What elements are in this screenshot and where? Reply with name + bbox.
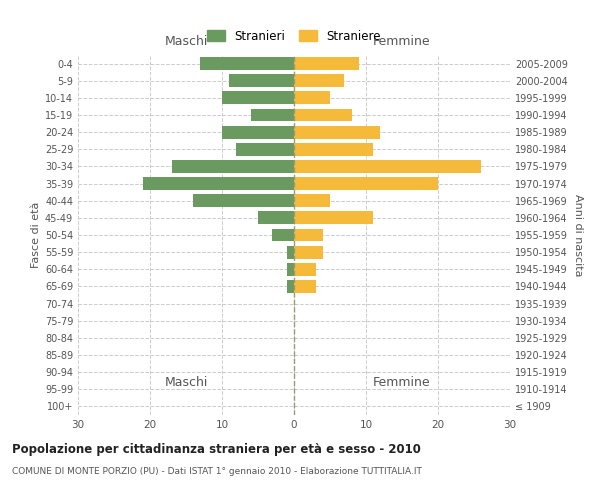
Bar — [287, 246, 294, 258]
Bar — [251, 108, 294, 122]
Bar — [287, 263, 294, 276]
Bar — [222, 92, 294, 104]
Bar — [193, 194, 294, 207]
Bar — [272, 228, 294, 241]
Bar — [294, 108, 352, 122]
Text: Maschi: Maschi — [164, 376, 208, 389]
Bar — [294, 246, 323, 258]
Bar — [294, 177, 438, 190]
Bar — [287, 280, 294, 293]
Bar — [294, 143, 373, 156]
Y-axis label: Fasce di età: Fasce di età — [31, 202, 41, 268]
Bar — [143, 177, 294, 190]
Bar — [294, 74, 344, 87]
Y-axis label: Anni di nascita: Anni di nascita — [573, 194, 583, 276]
Bar — [200, 57, 294, 70]
Text: Popolazione per cittadinanza straniera per età e sesso - 2010: Popolazione per cittadinanza straniera p… — [12, 442, 421, 456]
Bar — [294, 57, 359, 70]
Bar — [236, 143, 294, 156]
Bar — [294, 194, 330, 207]
Text: Maschi: Maschi — [164, 35, 208, 48]
Text: Femmine: Femmine — [373, 376, 431, 389]
Text: COMUNE DI MONTE PORZIO (PU) - Dati ISTAT 1° gennaio 2010 - Elaborazione TUTTITAL: COMUNE DI MONTE PORZIO (PU) - Dati ISTAT… — [12, 468, 422, 476]
Bar — [294, 160, 481, 173]
Bar — [294, 92, 330, 104]
Bar — [222, 126, 294, 138]
Bar — [258, 212, 294, 224]
Legend: Stranieri, Straniere: Stranieri, Straniere — [202, 25, 386, 48]
Bar — [172, 160, 294, 173]
Bar — [294, 263, 316, 276]
Bar — [294, 212, 373, 224]
Bar — [229, 74, 294, 87]
Bar — [294, 126, 380, 138]
Bar — [294, 228, 323, 241]
Text: Femmine: Femmine — [373, 35, 431, 48]
Bar — [294, 280, 316, 293]
